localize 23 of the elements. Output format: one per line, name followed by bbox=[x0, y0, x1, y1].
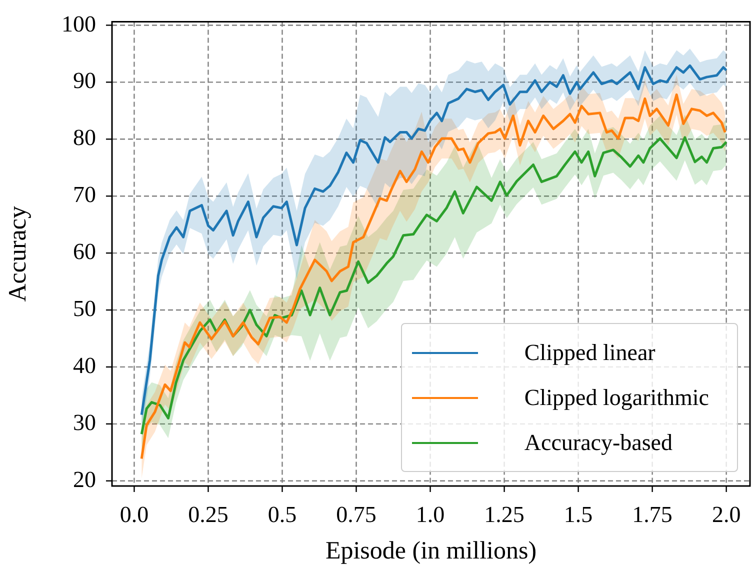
legend-label: Clipped logarithmic bbox=[524, 384, 709, 410]
x-axis-title: Episode (in millions) bbox=[325, 538, 537, 565]
x-tick-label: 1.0 bbox=[416, 502, 445, 527]
x-tick-label: 0.0 bbox=[120, 502, 149, 527]
x-tick-label: 0.75 bbox=[336, 502, 376, 527]
x-tick-label: 0.5 bbox=[268, 502, 297, 527]
y-axis-title: Accuracy bbox=[4, 206, 32, 302]
x-tick-label: 1.5 bbox=[564, 502, 593, 527]
y-tick-label: 50 bbox=[73, 296, 96, 322]
y-tick-label: 90 bbox=[73, 68, 96, 94]
y-tick-label: 30 bbox=[73, 410, 96, 435]
y-tick-label: 60 bbox=[73, 239, 96, 264]
y-tick-label: 80 bbox=[73, 125, 96, 150]
legend-label: Accuracy-based bbox=[524, 430, 673, 456]
legend-label: Clipped linear bbox=[524, 340, 656, 366]
y-tick-label: 40 bbox=[73, 353, 96, 378]
x-tick-label: 0.25 bbox=[188, 502, 228, 527]
y-tick-label: 100 bbox=[62, 11, 96, 36]
x-tick-label: 2.0 bbox=[712, 502, 741, 527]
y-tick-label: 20 bbox=[73, 466, 96, 492]
y-tick-label: 70 bbox=[73, 182, 96, 208]
x-tick-label: 1.25 bbox=[484, 502, 524, 527]
x-tick-label: 1.75 bbox=[632, 502, 672, 527]
